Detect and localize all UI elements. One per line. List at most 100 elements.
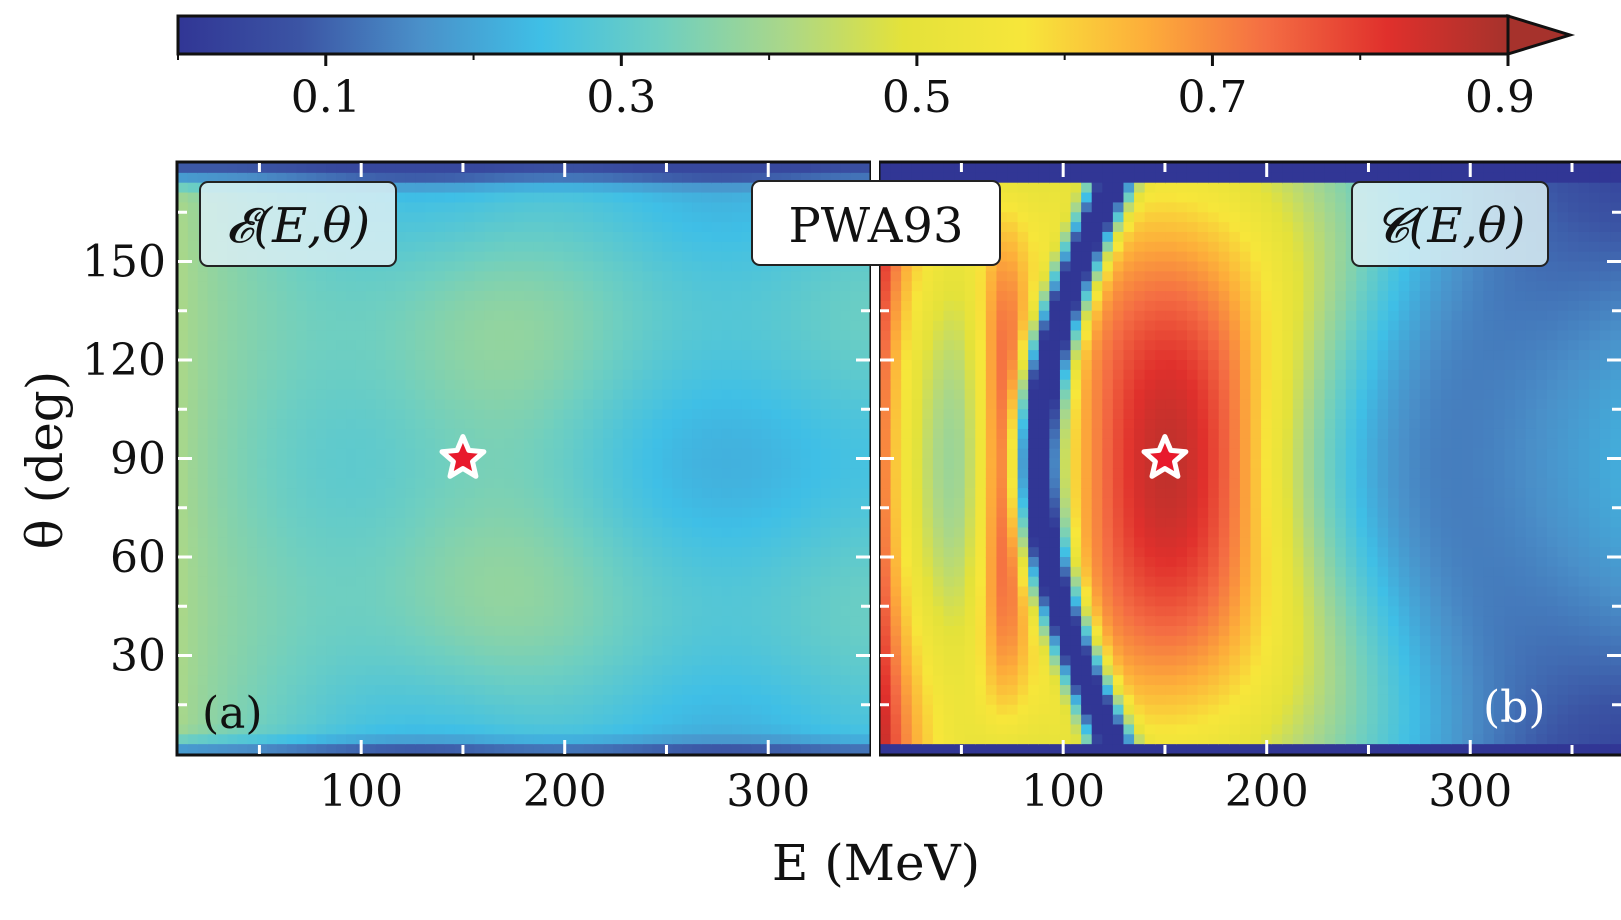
heat-cell (296, 389, 308, 401)
heat-cell (543, 744, 555, 754)
heat-cell (247, 714, 259, 726)
heat-cell (731, 517, 743, 529)
heat-cell (444, 212, 456, 224)
heat-cell (711, 458, 723, 470)
heat-cell (932, 389, 945, 401)
heat-cell (543, 369, 555, 381)
heat-cell (504, 517, 516, 529)
heat-cell (810, 606, 822, 618)
heat-cell (286, 517, 298, 529)
heat-cell (425, 635, 437, 647)
heat-cell (751, 616, 763, 627)
heat-cell (692, 606, 703, 618)
heat-cell (524, 744, 535, 754)
heat-cell (395, 625, 407, 637)
heat-cell (860, 635, 870, 647)
heat-cell (692, 537, 703, 549)
heat-cell (257, 625, 268, 637)
heat-cell (672, 192, 684, 204)
heat-cell (553, 497, 565, 509)
heat-cell (484, 566, 496, 578)
heat-cell (266, 557, 278, 568)
heat-cell (296, 616, 308, 627)
heat-cell (771, 291, 783, 302)
heat-cell (682, 517, 694, 529)
heat-cell (355, 448, 367, 460)
heat-cell (830, 655, 842, 667)
heat-cell (1007, 182, 1019, 194)
heat-cell (316, 448, 328, 460)
heat-cell (435, 428, 446, 440)
heat-cell (306, 419, 318, 430)
heat-cell (553, 350, 565, 361)
heat-cell (375, 576, 387, 588)
heat-cell (286, 704, 298, 716)
heat-cell (612, 163, 624, 174)
heat-cell (365, 704, 377, 716)
heat-cell (890, 547, 903, 558)
heat-cell (276, 606, 288, 618)
heat-cell (583, 606, 595, 618)
heat-cell (474, 350, 486, 361)
heat-cell (603, 635, 614, 647)
heat-cell (375, 399, 387, 411)
heat-cell (257, 389, 268, 401)
heat-cell (800, 419, 812, 430)
heat-cell (800, 438, 812, 450)
heat-cell (444, 438, 456, 450)
heat-cell (553, 251, 565, 263)
heat-cell (405, 379, 417, 391)
heat-cell (563, 616, 575, 627)
heat-cell (257, 606, 268, 618)
heat-cell (553, 488, 565, 499)
heat-cell (692, 330, 703, 342)
heat-cell (385, 566, 397, 578)
heat-cell (1007, 261, 1019, 273)
heat-cell (682, 724, 694, 736)
heat-cell (583, 734, 595, 746)
heat-cell (207, 527, 219, 539)
heat-cell (187, 507, 199, 519)
heat-cell (543, 231, 555, 243)
heat-cell (563, 744, 575, 754)
heat-cell (911, 360, 924, 371)
heat-cell (850, 724, 862, 736)
heat-cell (563, 645, 575, 657)
heat-cell (771, 379, 783, 391)
heat-cell (484, 694, 496, 706)
heat-cell (996, 310, 1009, 322)
heat-cell (692, 320, 703, 332)
heat-cell (830, 517, 842, 529)
heat-cell (336, 645, 348, 657)
heat-cell (336, 320, 348, 332)
heat-cell (860, 665, 870, 677)
heat-cell (751, 300, 763, 312)
heat-cell (943, 399, 956, 411)
heat-cell (622, 182, 634, 194)
heat-cell (711, 625, 723, 637)
heat-cell (464, 340, 476, 352)
heat-cell (365, 586, 377, 598)
heat-cell (227, 300, 239, 312)
heat-cell (365, 300, 377, 312)
heat-cell (731, 261, 743, 273)
heat-cell (405, 163, 417, 174)
heat-cell (850, 340, 862, 352)
heat-cell (296, 655, 308, 667)
heat-cell (632, 261, 644, 273)
heat-cell (187, 281, 199, 293)
heat-cell (860, 163, 870, 174)
heat-cell (296, 497, 308, 509)
heat-cell (632, 251, 644, 263)
heat-cell (435, 369, 446, 381)
heat-cell (494, 468, 506, 480)
heat-cell (922, 576, 934, 588)
heat-cell (543, 192, 555, 204)
heat-cell (701, 399, 713, 411)
heat-cell (524, 497, 535, 509)
heat-cell (346, 458, 357, 470)
heat-cell (922, 665, 934, 677)
heat-cell (346, 369, 357, 381)
heat-cell (771, 340, 783, 352)
heat-cell (996, 458, 1009, 470)
